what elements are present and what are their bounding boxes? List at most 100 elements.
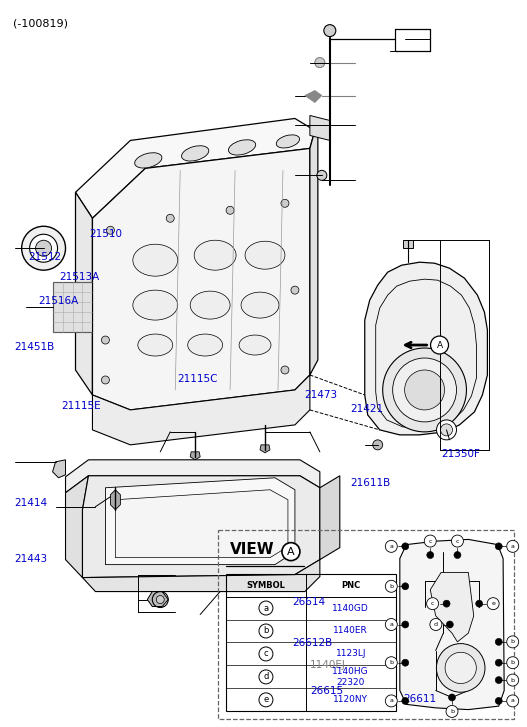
Circle shape: [385, 619, 397, 630]
Text: d: d: [264, 672, 269, 681]
Ellipse shape: [133, 290, 178, 320]
Polygon shape: [83, 560, 320, 592]
Text: e: e: [491, 601, 495, 606]
Text: d: d: [434, 622, 438, 627]
Text: a: a: [511, 699, 515, 704]
Circle shape: [101, 376, 110, 384]
Text: c: c: [428, 539, 432, 544]
Polygon shape: [53, 282, 92, 332]
Circle shape: [259, 624, 273, 638]
Polygon shape: [105, 478, 295, 565]
Text: 21115C: 21115C: [177, 374, 217, 384]
Circle shape: [443, 601, 450, 607]
Text: a: a: [264, 603, 268, 613]
Circle shape: [383, 348, 466, 432]
Text: 21513A: 21513A: [60, 272, 100, 282]
Circle shape: [282, 542, 300, 561]
Text: 21443: 21443: [14, 553, 47, 563]
Circle shape: [291, 286, 299, 294]
Circle shape: [441, 424, 453, 436]
Circle shape: [495, 697, 502, 704]
Circle shape: [324, 25, 336, 36]
Polygon shape: [65, 475, 89, 577]
Circle shape: [101, 336, 110, 344]
Circle shape: [424, 535, 436, 547]
Circle shape: [507, 636, 519, 648]
Ellipse shape: [241, 292, 279, 318]
Text: 21350F: 21350F: [441, 449, 480, 459]
Text: b: b: [511, 660, 515, 665]
Polygon shape: [83, 475, 320, 577]
Bar: [218, 530, 514, 719]
Circle shape: [430, 619, 442, 630]
Circle shape: [281, 366, 289, 374]
Text: 1140HG: 1140HG: [333, 667, 369, 676]
Ellipse shape: [276, 135, 299, 148]
Polygon shape: [320, 475, 340, 560]
Circle shape: [259, 601, 273, 615]
Text: 26615: 26615: [310, 686, 343, 696]
Ellipse shape: [228, 140, 256, 155]
Ellipse shape: [135, 153, 162, 168]
Circle shape: [446, 621, 453, 628]
Polygon shape: [310, 116, 330, 140]
Circle shape: [259, 693, 273, 707]
Polygon shape: [365, 262, 487, 435]
Text: 21414: 21414: [14, 498, 47, 507]
Polygon shape: [305, 91, 322, 103]
Circle shape: [385, 656, 397, 669]
Circle shape: [507, 540, 519, 553]
Circle shape: [436, 420, 456, 440]
Text: 26611: 26611: [403, 694, 436, 704]
Circle shape: [259, 647, 273, 661]
Circle shape: [448, 694, 455, 701]
Circle shape: [487, 598, 499, 610]
Text: 21512: 21512: [28, 252, 61, 262]
Circle shape: [36, 240, 52, 256]
Text: 1140GD: 1140GD: [333, 603, 369, 613]
Ellipse shape: [239, 335, 271, 355]
Text: 22320: 22320: [337, 678, 365, 688]
Circle shape: [402, 697, 409, 704]
Circle shape: [385, 580, 397, 593]
Ellipse shape: [188, 334, 222, 356]
Text: SYMBOL: SYMBOL: [247, 581, 286, 590]
Text: 21421: 21421: [350, 404, 383, 414]
Circle shape: [446, 705, 458, 718]
Text: b: b: [450, 709, 454, 714]
Circle shape: [402, 583, 409, 590]
Circle shape: [106, 226, 114, 234]
Circle shape: [166, 214, 174, 222]
Text: (-100819): (-100819): [13, 19, 67, 28]
Text: a: a: [511, 544, 515, 549]
Polygon shape: [53, 459, 65, 478]
Text: 21473: 21473: [305, 390, 338, 400]
Circle shape: [452, 535, 463, 547]
Polygon shape: [92, 148, 310, 410]
Circle shape: [507, 674, 519, 686]
Text: VIEW: VIEW: [230, 542, 275, 557]
Circle shape: [431, 336, 448, 354]
Circle shape: [393, 358, 456, 422]
Circle shape: [402, 621, 409, 628]
Circle shape: [373, 440, 383, 450]
Text: 26614: 26614: [292, 597, 325, 607]
Text: c: c: [264, 649, 268, 659]
Circle shape: [495, 677, 502, 683]
Text: a: a: [389, 699, 393, 704]
Polygon shape: [75, 193, 92, 395]
Polygon shape: [190, 452, 200, 459]
Text: A: A: [287, 547, 295, 557]
Circle shape: [445, 652, 476, 683]
Text: PNC: PNC: [341, 581, 360, 590]
Text: 1140ER: 1140ER: [334, 627, 368, 635]
Polygon shape: [310, 130, 318, 375]
Text: 21611B: 21611B: [350, 478, 391, 488]
Circle shape: [157, 595, 164, 603]
Circle shape: [317, 170, 327, 180]
Text: c: c: [456, 539, 459, 544]
Circle shape: [385, 695, 397, 707]
Text: 21516A: 21516A: [38, 296, 79, 306]
Polygon shape: [400, 539, 504, 710]
Polygon shape: [260, 445, 270, 453]
